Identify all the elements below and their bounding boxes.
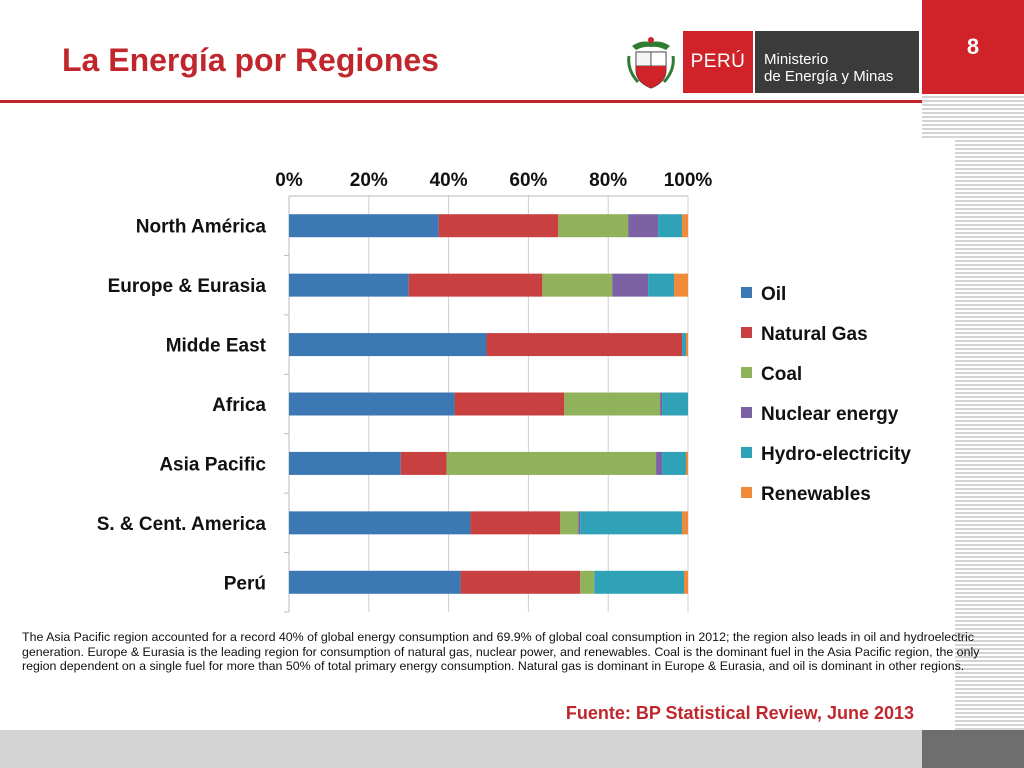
bar-segment [289, 333, 487, 357]
decorative-stripes-top [922, 96, 1024, 140]
bar-segment [446, 451, 657, 475]
bar-segment [289, 511, 471, 535]
bar-segment [460, 570, 581, 594]
bar-segment [648, 273, 675, 297]
ministry-logo: Ministerio de Energía y Minas [755, 31, 919, 93]
footer-dark-block [922, 730, 1024, 768]
legend-label: Nuclear energy [761, 404, 899, 425]
y-category-label: North Américа [136, 217, 267, 238]
bar-segment [400, 451, 447, 475]
bar-segment [558, 214, 629, 238]
legend-swatch [741, 447, 752, 458]
bar-segment [656, 451, 663, 475]
x-tick-label: 20% [350, 170, 388, 191]
bar-segment [684, 570, 688, 594]
legend-label: Oil [761, 284, 786, 305]
y-category-label: Midde East [166, 336, 267, 357]
bar-segment [289, 392, 455, 416]
bar-segment [686, 451, 688, 475]
bar-segment [594, 570, 685, 594]
bar-segment [580, 511, 683, 535]
y-category-label: Perú [224, 573, 266, 594]
bar-segment [289, 570, 461, 594]
bar-segment [660, 392, 663, 416]
bar-segment [686, 333, 688, 357]
legend-label: Renewables [761, 484, 871, 505]
bar-segment [662, 392, 688, 416]
source-note: Fuente: BP Statistical Review, June 2013 [565, 703, 914, 723]
chart-caption: The Asia Pacific region accounted for a … [22, 630, 980, 673]
decorative-stripes-side [955, 140, 1024, 730]
footer-bar [0, 730, 922, 768]
bar-segment [438, 214, 559, 238]
ministry-line-1: Ministerio [764, 51, 829, 68]
legend-swatch [741, 407, 752, 418]
y-category-label: S. & Cent. America [97, 514, 267, 535]
x-tick-label: 60% [509, 170, 547, 191]
bar-segment [628, 214, 659, 238]
x-tick-label: 0% [275, 170, 303, 191]
bar-segment [486, 333, 683, 357]
legend-label: Hydro-electricity [761, 444, 911, 465]
bar-segment [289, 273, 409, 297]
bar-segment [662, 451, 687, 475]
bar-segment [682, 511, 688, 535]
bar-segment [658, 214, 683, 238]
legend-swatch [741, 367, 752, 378]
x-tick-label: 100% [664, 170, 713, 191]
x-tick-label: 80% [589, 170, 627, 191]
bar-segment [289, 214, 439, 238]
bar-segment [612, 273, 649, 297]
peru-logo: PERÚ [683, 31, 753, 93]
bar-segment [289, 451, 401, 475]
bar-segment [408, 273, 543, 297]
bar-segment [580, 570, 595, 594]
legend-label: Coal [761, 364, 802, 385]
bar-segment [564, 392, 661, 416]
bar-segment [560, 511, 579, 535]
y-category-label: Europe & Eurasia [108, 276, 267, 297]
bar-segment [542, 273, 613, 297]
ministry-line-2: de Energía y Minas [764, 68, 894, 85]
legend-swatch [741, 327, 752, 338]
y-category-label: Asia Pacific [159, 454, 266, 475]
legend-label: Natural Gas [761, 324, 868, 345]
bar-segment [682, 333, 687, 357]
bar-segment [682, 214, 688, 238]
title-rule [0, 100, 922, 103]
bar-segment [470, 511, 561, 535]
x-tick-label: 40% [430, 170, 468, 191]
bar-segment [674, 273, 688, 297]
legend-swatch [741, 287, 752, 298]
page-number: 8 [922, 0, 1024, 94]
bar-segment [454, 392, 565, 416]
peru-coat-of-arms-icon [627, 37, 675, 89]
legend-swatch [741, 487, 752, 498]
y-category-label: Africa [212, 395, 266, 416]
bar-segment [578, 511, 581, 535]
slide-title: La Energía por Regiones [62, 42, 439, 78]
